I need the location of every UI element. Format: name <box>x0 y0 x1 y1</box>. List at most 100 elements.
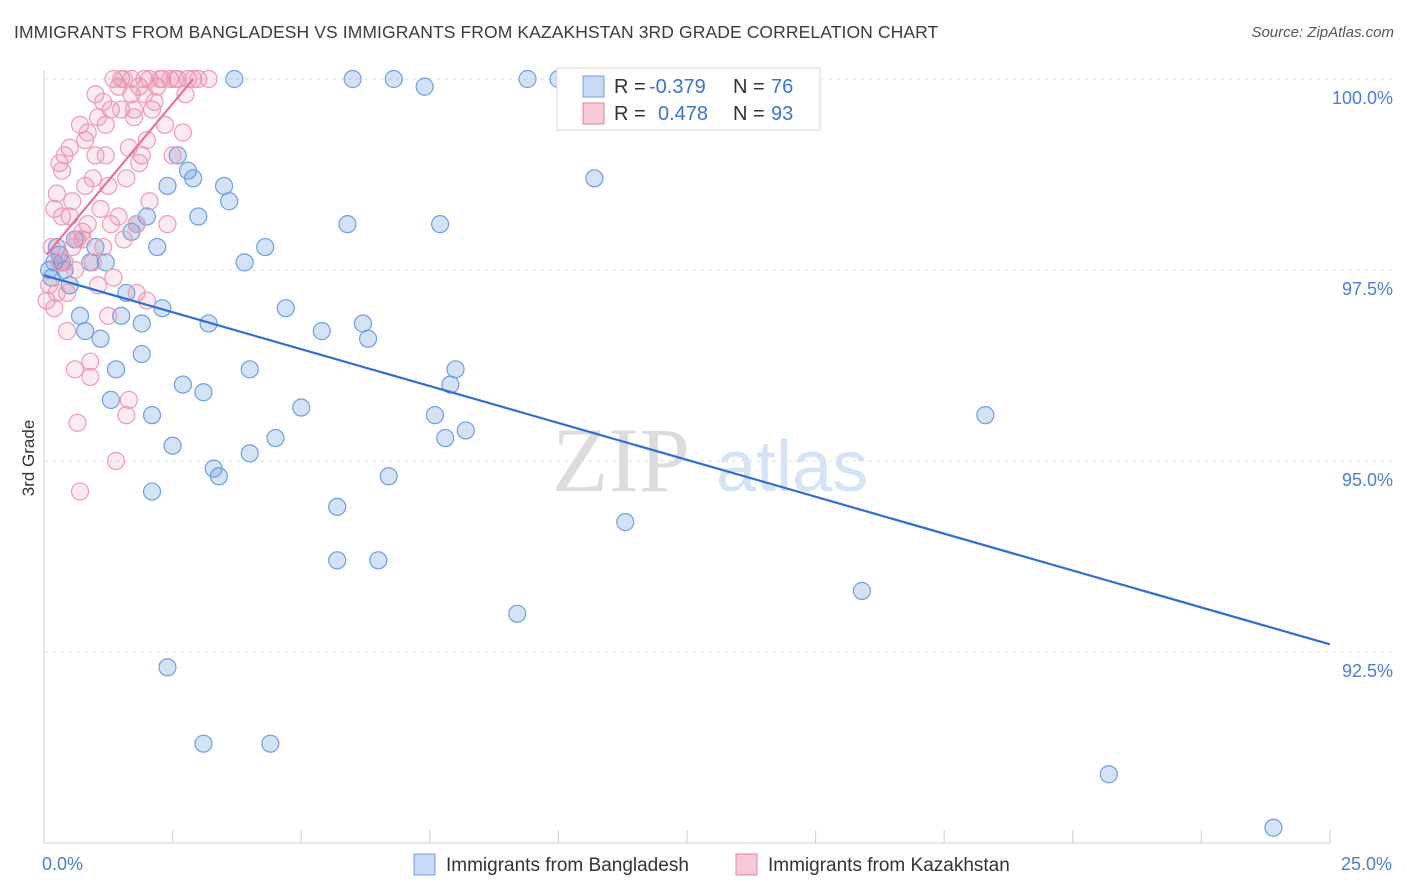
kazakhstan-point <box>55 146 74 165</box>
bangladesh-point <box>214 176 234 196</box>
trend-lines <box>43 78 1331 646</box>
kazakhstan-point <box>68 413 87 432</box>
kazakhstan-point <box>158 215 177 234</box>
kazakhstan-point <box>81 352 100 371</box>
kazakhstan-point <box>130 153 149 173</box>
kazakhstan-point <box>45 299 64 318</box>
bangladesh-point <box>292 398 311 417</box>
bangladesh-point <box>976 406 995 425</box>
bangladesh-point <box>328 497 347 516</box>
stats-swatch-kazakhstan <box>582 102 605 125</box>
kazakhstan-point <box>99 176 118 196</box>
legend-swatch-bangladesh <box>413 853 436 876</box>
kazakhstan-point <box>140 192 159 211</box>
bangladesh-point <box>158 176 177 196</box>
kazakhstan-point <box>145 92 164 112</box>
kazakhstan-point <box>104 268 123 287</box>
kazakhstan-point <box>78 123 97 142</box>
bangladesh-point <box>1264 818 1283 837</box>
kazakhstan-point <box>86 146 105 165</box>
stats-n-value-kazakhstan: 93 <box>771 103 793 125</box>
kazakhstan-point <box>47 184 66 203</box>
bangladesh-point <box>189 207 208 226</box>
kazakhstan-point <box>65 260 84 280</box>
kazakhstan-point <box>117 406 136 425</box>
bangladesh-point <box>235 253 254 272</box>
bangladesh-point <box>158 658 177 677</box>
bangladesh-point <box>256 237 275 257</box>
kazakhstan-point <box>173 123 192 142</box>
bangladesh-point <box>148 237 167 257</box>
bangladesh-point <box>456 421 475 440</box>
y-tick-label-0: 100.0% <box>1332 88 1393 108</box>
y-tick-label-2: 95.0% <box>1342 470 1393 490</box>
kazakhstan-point <box>47 283 66 303</box>
kazakhstan-point <box>58 283 77 303</box>
kazakhstan-point <box>178 69 198 89</box>
bangladesh-point <box>70 306 90 325</box>
stats-n-value-bangladesh: 76 <box>771 76 793 98</box>
kazakhstan-point <box>60 207 79 226</box>
kazakhstan-point <box>63 192 82 211</box>
bangladesh-point <box>353 314 373 333</box>
bangladesh-point <box>415 77 434 96</box>
kazakhstan-point <box>127 215 146 234</box>
legend-swatch-kazakhstan <box>735 853 758 876</box>
bangladesh-point <box>358 329 378 348</box>
kazakhstan-point <box>52 161 72 180</box>
bangladesh-point <box>132 344 151 364</box>
bangladesh-point <box>184 169 203 188</box>
bangladesh-point <box>425 406 445 425</box>
kazakhstan-point <box>114 230 133 249</box>
kazakhstan-point <box>150 69 169 89</box>
bangladesh-trend-line <box>43 274 1331 646</box>
legend-label-bangladesh: Immigrants from Bangladesh <box>446 855 689 876</box>
kazakhstan-point <box>88 108 108 127</box>
kazakhstan-point <box>76 176 95 196</box>
watermark-atlas: atlas <box>716 427 868 507</box>
bangladesh-point <box>276 299 295 318</box>
kazakhstan-point <box>94 237 113 257</box>
bangladesh-point <box>76 322 95 341</box>
stats-n-label-kazakhstan: N = <box>733 103 765 125</box>
stats-r-value-kazakhstan: 0.478 <box>658 103 708 125</box>
bangladesh-point <box>379 467 398 486</box>
stats-box: R = -0.379 N = 76 R = 0.478 N = 93 <box>556 67 821 131</box>
bangladesh-point <box>384 69 403 89</box>
bangladesh-point <box>163 436 182 455</box>
zipatlas-watermark: ZIP atlas <box>552 409 868 511</box>
x-tick-label-1: 25.0% <box>1341 854 1392 874</box>
kazakhstan-point <box>73 222 92 241</box>
kazakhstan-point <box>94 92 113 112</box>
kazakhstan-point <box>86 85 105 104</box>
bangladesh-point <box>142 482 162 501</box>
bangladesh-point <box>173 375 192 394</box>
source-attribution: Source: ZipAtlas.com <box>1251 24 1394 41</box>
bangladesh-point <box>430 215 450 234</box>
bangladesh-point <box>852 581 871 600</box>
kazakhstan-point <box>81 367 100 387</box>
y-axis-title: 3rd Grade <box>19 420 38 497</box>
bangladesh-point <box>436 428 455 448</box>
stats-r-value-bangladesh: -0.379 <box>649 76 706 98</box>
y-tick-label-3: 92.5% <box>1342 661 1393 681</box>
kazakhstan-trend-line <box>45 78 195 256</box>
stats-swatch-bangladesh <box>582 75 605 98</box>
kazakhstan-point <box>189 69 208 89</box>
bangladesh-point <box>240 360 259 379</box>
bangladesh-point <box>106 360 126 379</box>
kazakhstan-point <box>137 291 156 310</box>
bangladesh-point <box>142 406 162 425</box>
bangladesh-point <box>168 146 187 165</box>
axes <box>43 70 1331 844</box>
bangladesh-point <box>137 207 156 226</box>
kazakhstan-point <box>160 69 180 89</box>
series-kazakhstan-points <box>37 69 218 501</box>
kazakhstan-point <box>65 360 84 379</box>
bangladesh-point <box>312 322 331 341</box>
bangladesh-point <box>240 444 259 463</box>
kazakhstan-point <box>50 253 69 272</box>
kazakhstan-point <box>137 131 156 150</box>
kazakhstan-point <box>96 146 115 165</box>
bangladesh-point <box>518 69 537 89</box>
